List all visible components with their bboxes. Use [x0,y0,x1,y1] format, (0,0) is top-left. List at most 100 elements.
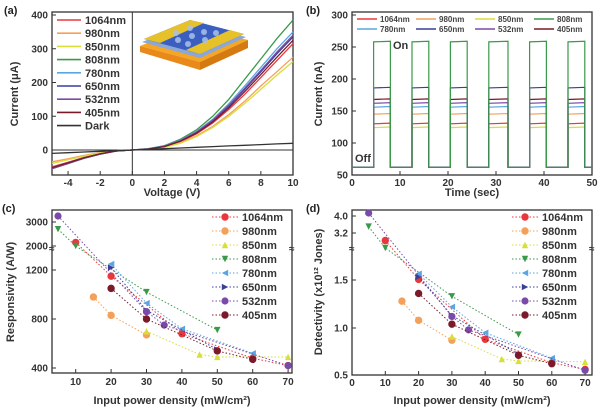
c-data-point-808nm [72,242,79,250]
c-plot-frame [51,209,293,374]
c-axis-break-left-icon: ≈ [49,244,55,255]
b-xtick-label: 0 [349,178,355,189]
b-xtick-label: 50 [586,178,598,189]
c-data-point-808nm [54,226,62,233]
d-legend-label: 808nm [542,254,577,266]
c-data-point-532nm [54,212,62,220]
c-data-point-532nm [284,361,292,370]
c-series-line-405nm [110,288,253,360]
a-legend-label: 780nm [85,68,120,80]
d-series-line-808nm [368,226,519,336]
d-ylabel: Detectivity (x10¹² Jones) [313,228,325,355]
c-series-line-650nm [110,267,218,351]
b-series-line-405nm [352,98,592,168]
d-data-point-532nm [448,312,456,321]
b-ylabel: Current (nA) [313,61,325,126]
d-legend-marker-532nm [521,297,529,305]
a-ytick-label: 100 [31,112,48,123]
c-legend-label: 808nm [242,254,277,266]
d-legend-marker-808nm [521,255,529,263]
d-legend-label: 980nm [542,226,577,238]
b-legend-label: 532nm [498,25,523,34]
a-xlabel: Voltage (V) [144,187,201,199]
d-data-point-850nm [448,333,456,340]
d-xtick-label: 0 [349,378,355,389]
d-legend-label: 850nm [542,240,577,252]
a-ytick-label: 0 [42,146,48,157]
c-legend-label: 780nm [242,268,277,280]
d-data-point-650nm [415,273,422,281]
d-legend-label: 532nm [542,296,577,308]
panel-label-d: (d) [306,203,320,215]
d-plot-frame [351,209,593,376]
d-legend-marker-980nm [521,227,529,235]
b-series-line-532nm [352,102,592,168]
b-xlabel: Time (sec) [445,187,500,199]
b-series-line-780nm [352,105,592,168]
c-data-point-650nm [107,264,115,271]
d-legend-marker-1064nm [521,213,529,221]
d-xlabel: Input power density (mW/cm²) [393,395,550,407]
d-ytick-label: 1.0 [334,324,348,335]
c-data-point-780nm [143,299,150,307]
a-plot-frame [51,11,294,176]
c-legend-marker-980nm [221,227,229,235]
c-data-point-850nm [196,351,203,358]
d-legend-label: 1064nm [542,212,583,224]
b-plot-frame [351,11,593,176]
a-legend-label: 808nm [85,55,120,67]
d-data-point-780nm [482,329,489,336]
c-xlabel: Input power density (mW/cm²) [93,395,250,407]
d-legend-label: 650nm [542,282,577,294]
c-axis-break-right-icon: ≈ [289,244,295,255]
d-data-point-405nm [414,289,423,298]
d-data-point-980nm [414,316,423,325]
b-ytick-label: 100 [331,139,348,150]
d-axis-break-right-icon: ≈ [589,244,595,255]
a-legend-label: 1064nm [85,15,126,27]
a-series-line-Dark [51,142,294,155]
c-data-point-850nm [143,328,150,335]
c-xtick-label: 20 [106,377,118,388]
c-legend-label: 650nm [242,282,277,294]
panel-label-c: (c) [2,203,16,215]
c-legend-marker-1064nm [221,213,229,221]
b-xtick-label: 20 [442,178,454,189]
d-data-point-405nm [514,351,523,359]
c-ytick-label: 2000 [26,242,49,253]
d-legend-label: 405nm [542,310,577,322]
b-legend-label: 980nm [439,15,464,24]
d-legend-marker-780nm [521,269,529,277]
c-data-point-1064nm [178,330,186,338]
c-ytick-label: 400 [31,364,48,375]
a-xtick-label: 0 [130,178,136,189]
c-data-point-780nm [249,350,256,357]
c-series-line-808nm [57,228,218,331]
d-axis-break-left-icon: ≈ [349,244,355,255]
d-data-point-980nm [398,297,406,305]
c-data-point-808nm [143,288,150,296]
d-data-point-850nm [581,358,589,366]
a-xtick-label: 8 [258,178,264,189]
c-series-line-532nm [57,215,289,367]
d-legend-label: 780nm [542,268,577,280]
d-data-point-808nm [382,244,389,252]
a-legend-label: Dark [85,121,110,133]
b-legend-label: 650nm [439,25,464,34]
b-xtick-label: 30 [490,178,502,189]
a-legend-label: 850nm [85,41,120,53]
b-series-line-1064nm [352,122,592,168]
d-series-line-405nm [418,293,552,365]
a-xtick-label: 6 [226,178,232,189]
b-ytick-label: 150 [331,107,348,118]
c-data-point-405nm [107,284,115,293]
d-data-point-808nm [365,223,372,230]
c-ytick-label: 800 [31,315,48,326]
c-ylabel: Responsivity (A/W) [5,242,17,343]
c-data-point-980nm [107,311,115,320]
c-data-point-780nm [178,325,186,332]
d-data-point-532nm [365,209,373,217]
b-ytick-label: 300 [331,11,348,22]
b-xtick-label: 10 [394,178,406,189]
d-data-point-780nm [448,303,456,311]
